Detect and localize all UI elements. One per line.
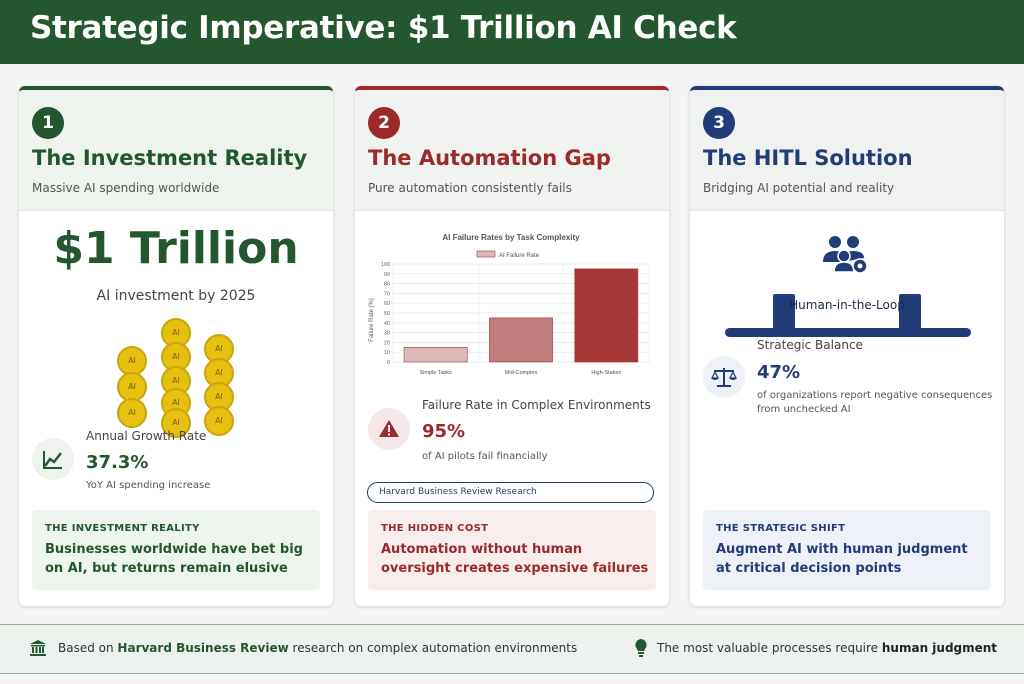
warning-icon — [368, 408, 410, 450]
callout-text: Augment AI with human judgment at critic… — [716, 542, 968, 576]
trend-chart-icon — [32, 438, 74, 480]
legend-swatch — [476, 250, 496, 258]
footer-insight-note: The most valuable processes require huma… — [657, 641, 998, 655]
big-stat-value: $1 Trillion — [53, 223, 299, 274]
source-badge: Harvard Business Review Research — [367, 482, 654, 503]
step-number-badge: 2 — [368, 107, 400, 139]
step-number-badge: 1 — [32, 107, 64, 139]
card-subtitle: Pure automation consistently fails — [368, 181, 572, 195]
loop-bar — [725, 328, 971, 337]
card-header: 3 The HITL Solution Bridging AI potentia… — [690, 90, 1004, 211]
callout-kicker: THE STRATEGIC SHIFT — [716, 523, 846, 534]
x-tick-label: Mid-Complex — [505, 370, 538, 376]
card-subtitle: Bridging AI potential and reality — [703, 181, 895, 195]
y-tick-label: 100 — [381, 262, 390, 268]
ai-coin-icon: AI — [161, 408, 191, 438]
stat-description: YoY AI spending increase — [86, 480, 211, 491]
card-title: The HITL Solution — [703, 146, 913, 170]
y-axis-label: Failure Rate (%) — [369, 298, 375, 342]
chart-title: AI Failure Rates by Task Complexity — [442, 233, 580, 242]
x-tick-label: High-Stakes — [591, 370, 621, 376]
callout-kicker: THE HIDDEN COST — [381, 523, 489, 534]
y-tick-label: 50 — [384, 311, 390, 317]
institution-building-icon — [30, 640, 46, 656]
y-tick-label: 30 — [384, 331, 390, 337]
card-investment-reality: 1 The Investment Reality Massive AI spen… — [19, 86, 333, 606]
stat-value: 95% — [422, 421, 466, 442]
failure-rate-chart-svg: AI Failure Rates by Task Complexity AI F… — [369, 233, 650, 376]
ai-coin-icon: AI — [204, 406, 234, 436]
callout-box: THE HIDDEN COST Automation without human… — [368, 510, 656, 590]
step-number-badge: 3 — [703, 107, 735, 139]
callout-text: Businesses worldwide have bet big on AI,… — [45, 542, 303, 576]
y-tick-label: 0 — [387, 360, 390, 366]
page-header: Strategic Imperative: $1 Trillion AI Che… — [0, 0, 1024, 64]
big-stat-caption: AI investment by 2025 — [96, 288, 256, 304]
bar — [403, 347, 468, 363]
card-hitl-solution: 3 The HITL Solution Bridging AI potentia… — [690, 86, 1004, 606]
card-header: 1 The Investment Reality Massive AI spen… — [19, 90, 333, 211]
ai-coin-icon: AI — [117, 398, 147, 428]
x-tick-label: Simple Tasks — [420, 370, 453, 376]
stat-label: Failure Rate in Complex Environments — [422, 398, 651, 412]
lightbulb-icon — [635, 639, 647, 657]
loop-post-left — [773, 294, 795, 332]
y-tick-label: 60 — [384, 301, 390, 307]
y-tick-label: 70 — [384, 291, 390, 297]
stat-label: Strategic Balance — [757, 338, 863, 352]
page-title: Strategic Imperative: $1 Trillion AI Che… — [30, 10, 737, 46]
callout-box: THE INVESTMENT REALITY Businesses worldw… — [32, 510, 320, 590]
bar — [574, 268, 639, 363]
callout-kicker: THE INVESTMENT REALITY — [45, 523, 200, 534]
card-subtitle: Massive AI spending worldwide — [32, 181, 220, 195]
ai-coin-icon: AI — [117, 346, 147, 376]
bar — [489, 317, 553, 363]
stat-value: 37.3% — [86, 452, 149, 473]
card-header: 2 The Automation Gap Pure automation con… — [355, 90, 669, 211]
callout-box: THE STRATEGIC SHIFT Augment AI with huma… — [703, 510, 991, 590]
card-automation-gap: 2 The Automation Gap Pure automation con… — [355, 86, 669, 606]
footer-source-note: Based on Harvard Business Review researc… — [58, 641, 578, 655]
stat-description: of organizations report negative consequ… — [757, 390, 993, 415]
y-tick-label: 80 — [384, 282, 390, 288]
users-gear-icon — [823, 236, 868, 274]
y-tick-label: 20 — [384, 340, 390, 346]
y-tick-label: 40 — [384, 321, 390, 327]
loop-post-right — [899, 294, 921, 332]
stat-label: Annual Growth Rate — [86, 429, 207, 443]
card-title: The Investment Reality — [32, 146, 308, 170]
stat-value: 47% — [757, 362, 801, 383]
y-tick-label: 90 — [384, 272, 390, 278]
failure-rate-chart: AI Failure Rates by Task Complexity AI F… — [365, 224, 659, 384]
balance-scale-icon — [703, 356, 745, 398]
page-footer: Based on Harvard Business Review researc… — [0, 624, 1024, 674]
legend-label: AI Failure Rate — [499, 253, 540, 259]
callout-text: Automation without human oversight creat… — [381, 542, 649, 576]
y-tick-label: 10 — [384, 350, 390, 356]
card-title: The Automation Gap — [368, 146, 611, 170]
hitl-caption: Human-in-the-Loop — [789, 298, 905, 312]
stat-description: of AI pilots fail financially — [422, 451, 548, 462]
